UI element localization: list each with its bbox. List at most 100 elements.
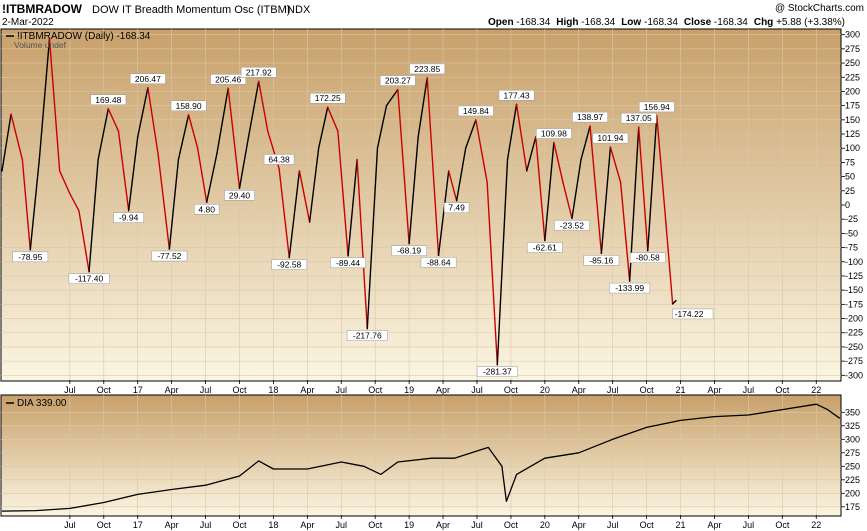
oscillator-label: 101.94: [597, 133, 623, 143]
x-axis-top-tick-label: Jul: [607, 385, 619, 395]
oscillator-label: -88.64: [426, 257, 450, 267]
ohlc-label: Low: [621, 17, 644, 28]
x-axis-top-tick-label: Jul: [64, 385, 76, 395]
oscillator-label-box: [346, 330, 388, 341]
oscillator-label: -133.99: [615, 283, 644, 293]
dia-y-tick-label: 325: [845, 421, 860, 431]
oscillator-segment: [464, 119, 477, 149]
oscillator-label: -78.95: [18, 252, 42, 262]
oscillator-label-box: [90, 94, 127, 106]
oscillator-segment: [589, 125, 603, 255]
x-axis-top-tick-label: 21: [676, 385, 686, 395]
oscillator-label-box: [476, 366, 518, 377]
oscillator-segment: [88, 158, 99, 273]
oscillator-y-tick-label: 225: [845, 72, 860, 82]
oscillator-segment: [177, 114, 190, 161]
oscillator-segment: [544, 141, 555, 242]
dia-series-line: [1, 403, 841, 512]
dia-line: [1, 403, 841, 512]
oscillator-label-box: [379, 75, 416, 86]
x-axis-top-tick-label: Apr: [436, 385, 450, 395]
x-axis-bottom-tick-label: Apr: [707, 520, 721, 530]
oscillator-label: -62.61: [533, 243, 557, 253]
oscillator-segment: [535, 136, 546, 242]
oscillator-label-box: [498, 90, 535, 101]
ohlc-label: Close: [684, 17, 714, 28]
oscillator-legend: !ITBMRADOW (Daily) -168.34 Volume undef: [6, 31, 151, 50]
x-axis-top-tick-label: Apr: [165, 385, 179, 395]
oscillator-label-box: [224, 190, 255, 201]
x-axis-bottom-tick-label: Oct: [640, 520, 655, 530]
oscillator-y-tick-label: -225: [845, 328, 863, 338]
x-axis-bottom-tick-label: Oct: [504, 520, 519, 530]
oscillator-segment: [347, 158, 358, 257]
oscillator-y-axis: 3002752502252001751501251007550250-25-50…: [841, 30, 863, 380]
x-axis-bottom: Jul Oct 17 Apr Jul Oct 18 Apr Jul Oct 19 Apr Jul Oct 2…: [64, 515, 821, 530]
oscillator-segment: [78, 209, 90, 273]
oscillator-segment: [127, 136, 139, 212]
oscillator-segment: [58, 170, 71, 195]
oscillator-segment: [38, 37, 51, 161]
oscillator-y-tick-label: 275: [845, 44, 860, 54]
x-axis-bottom-tick-label: Jul: [200, 520, 212, 530]
chart-exchange: INDX: [284, 4, 311, 16]
oscillator-label: -217.76: [353, 331, 382, 341]
oscillator-segment: [298, 170, 311, 223]
oscillator-segment: [317, 106, 329, 149]
oscillator-segment: [562, 181, 573, 220]
oscillator-y-tick-label: 75: [845, 157, 855, 167]
x-axis-bottom-tick-label: Jul: [471, 520, 483, 530]
oscillator-y-tick-label: -300: [845, 370, 863, 380]
x-axis-top: Jul Oct 17 Apr Jul Oct 18 Apr Jul Oct 19 Apr Jul Oct 2…: [64, 380, 821, 395]
x-axis-bottom-tick-label: 20: [540, 520, 550, 530]
oscillator-label: 156.94: [644, 102, 670, 112]
x-axis-top-tick-label: Oct: [504, 385, 519, 395]
x-axis-bottom-tick-label: Oct: [775, 520, 790, 530]
chart-date: 2-Mar-2022: [2, 17, 54, 28]
oscillator-segment: [137, 87, 149, 138]
oscillator-segment: [48, 37, 61, 172]
oscillator-segment: [637, 126, 649, 252]
oscillator-label: -85.16: [589, 255, 613, 265]
oscillator-segment: [486, 181, 499, 366]
oscillator-segment: [656, 115, 667, 223]
oscillator-segment: [216, 87, 229, 155]
x-axis-top-tick-label: Oct: [775, 385, 790, 395]
x-axis-top-tick-label: Oct: [368, 385, 383, 395]
oscillator-segment: [97, 108, 110, 161]
oscillator-y-tick-label: 175: [845, 101, 860, 111]
oscillator-label: 109.98: [541, 129, 567, 139]
oscillator-segment: [515, 103, 528, 172]
oscillator-segment: [238, 136, 250, 190]
oscillator-segment: [258, 80, 269, 132]
x-axis-top-tick-label: 19: [404, 385, 414, 395]
oscillator-label: 64.38: [268, 154, 290, 164]
oscillator-label-box: [194, 204, 220, 215]
oscillator-label-box: [309, 92, 346, 104]
oscillator-label: -77.52: [157, 251, 181, 261]
oscillator-y-tick-label: 0: [845, 200, 850, 210]
oscillator-y-tick-label: -200: [845, 314, 863, 324]
oscillator-segment: [408, 136, 419, 245]
oscillator-y-tick-label: -275: [845, 356, 863, 366]
oscillator-panel: -78.95 -117.40 169.48 -9.94 206.47 -77.52 158.…: [0, 28, 863, 382]
oscillator-segment: [107, 108, 120, 132]
ohlc-summary: Open -168.34 High -168.34 Low -168.34 Close…: [488, 17, 845, 28]
x-axis-top-tick-label: Jul: [471, 385, 483, 395]
x-axis-bottom-tick-label: Apr: [300, 520, 314, 530]
x-axis-top-tick-label: Jul: [200, 385, 212, 395]
oscillator-y-tick-label: 250: [845, 58, 860, 68]
oscillator-label: 169.48: [95, 95, 121, 105]
dia-y-tick-label: 175: [845, 502, 860, 512]
oscillator-label-box: [592, 132, 629, 144]
oscillator-label: -89.44: [336, 258, 360, 268]
oscillator-label-box: [609, 282, 651, 294]
oscillator-segment: [553, 141, 564, 183]
oscillator-segment: [448, 170, 458, 202]
oscillator-label-box: [12, 251, 49, 263]
oscillator-label: 7.49: [448, 203, 465, 213]
oscillator-label: -174.22: [675, 309, 704, 319]
oscillator-label-box: [457, 105, 494, 117]
oscillator-segment: [455, 147, 467, 202]
dia-y-tick-label: 300: [845, 434, 860, 444]
